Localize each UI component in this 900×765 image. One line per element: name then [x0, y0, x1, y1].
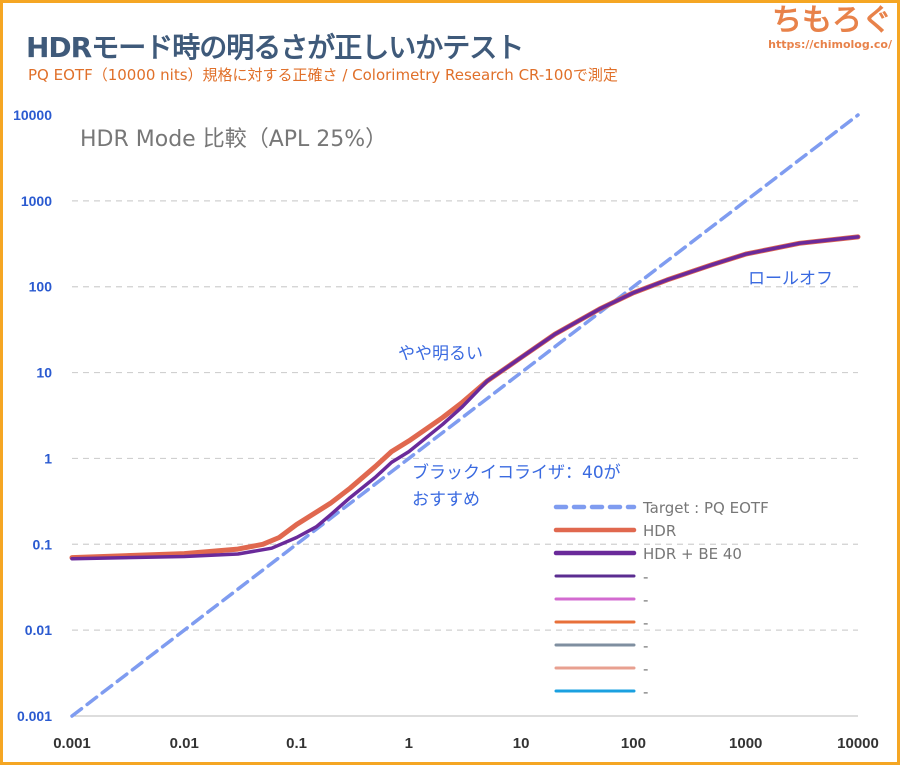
y-tick-label: 100: [29, 279, 53, 295]
series-line-0: [70, 113, 860, 718]
y-tick-label: 10: [36, 365, 52, 381]
y-tick-label: 0.01: [25, 622, 52, 638]
x-tick-label: 0.01: [170, 735, 199, 752]
legend-label: -: [643, 660, 648, 678]
legend-label: -: [643, 591, 648, 609]
x-tick-label: 1000: [729, 735, 762, 752]
annotation: やや明るい: [398, 344, 483, 364]
logo-url: https://chimolog.co/: [768, 38, 892, 51]
series-line-2: [70, 235, 860, 561]
site-logo: ちもろぐ https://chimolog.co/: [768, 3, 892, 52]
legend-label: -: [643, 614, 648, 632]
x-tick-label: 100: [621, 735, 646, 752]
legend-label: Target : PQ EOTF: [642, 499, 769, 517]
chart-title: HDR Mode 比較（APL 25%）: [80, 127, 387, 152]
legend-label: -: [643, 683, 648, 701]
logo-text: ちもろぐ: [772, 3, 892, 38]
x-tick-label: 10000: [837, 735, 879, 752]
annotation: おすすめ: [412, 490, 480, 510]
y-tick-label: 0.1: [33, 536, 53, 552]
legend-label: HDR + BE 40: [643, 545, 742, 563]
legend-label: HDR: [643, 522, 676, 540]
y-tick-label: 1000: [21, 193, 52, 209]
legend-label: -: [643, 637, 648, 655]
x-tick-label: 1: [405, 735, 413, 752]
x-tick-label: 0.1: [286, 735, 307, 752]
y-tick-label: 1: [44, 450, 52, 466]
x-tick-label: 10: [513, 735, 530, 752]
x-tick-label: 0.001: [53, 735, 91, 752]
legend-label: -: [643, 568, 648, 586]
annotation: ロールオフ: [748, 269, 833, 289]
page-title: HDRモード時の明るさが正しいかテスト: [26, 31, 524, 64]
y-tick-label: 10000: [13, 107, 52, 123]
page-subtitle: PQ EOTF（10000 nits）規格に対する正確さ / Colorimet…: [28, 66, 618, 84]
y-tick-label: 0.001: [17, 708, 52, 724]
annotation: ブラックイコライザ：40が: [412, 462, 621, 483]
